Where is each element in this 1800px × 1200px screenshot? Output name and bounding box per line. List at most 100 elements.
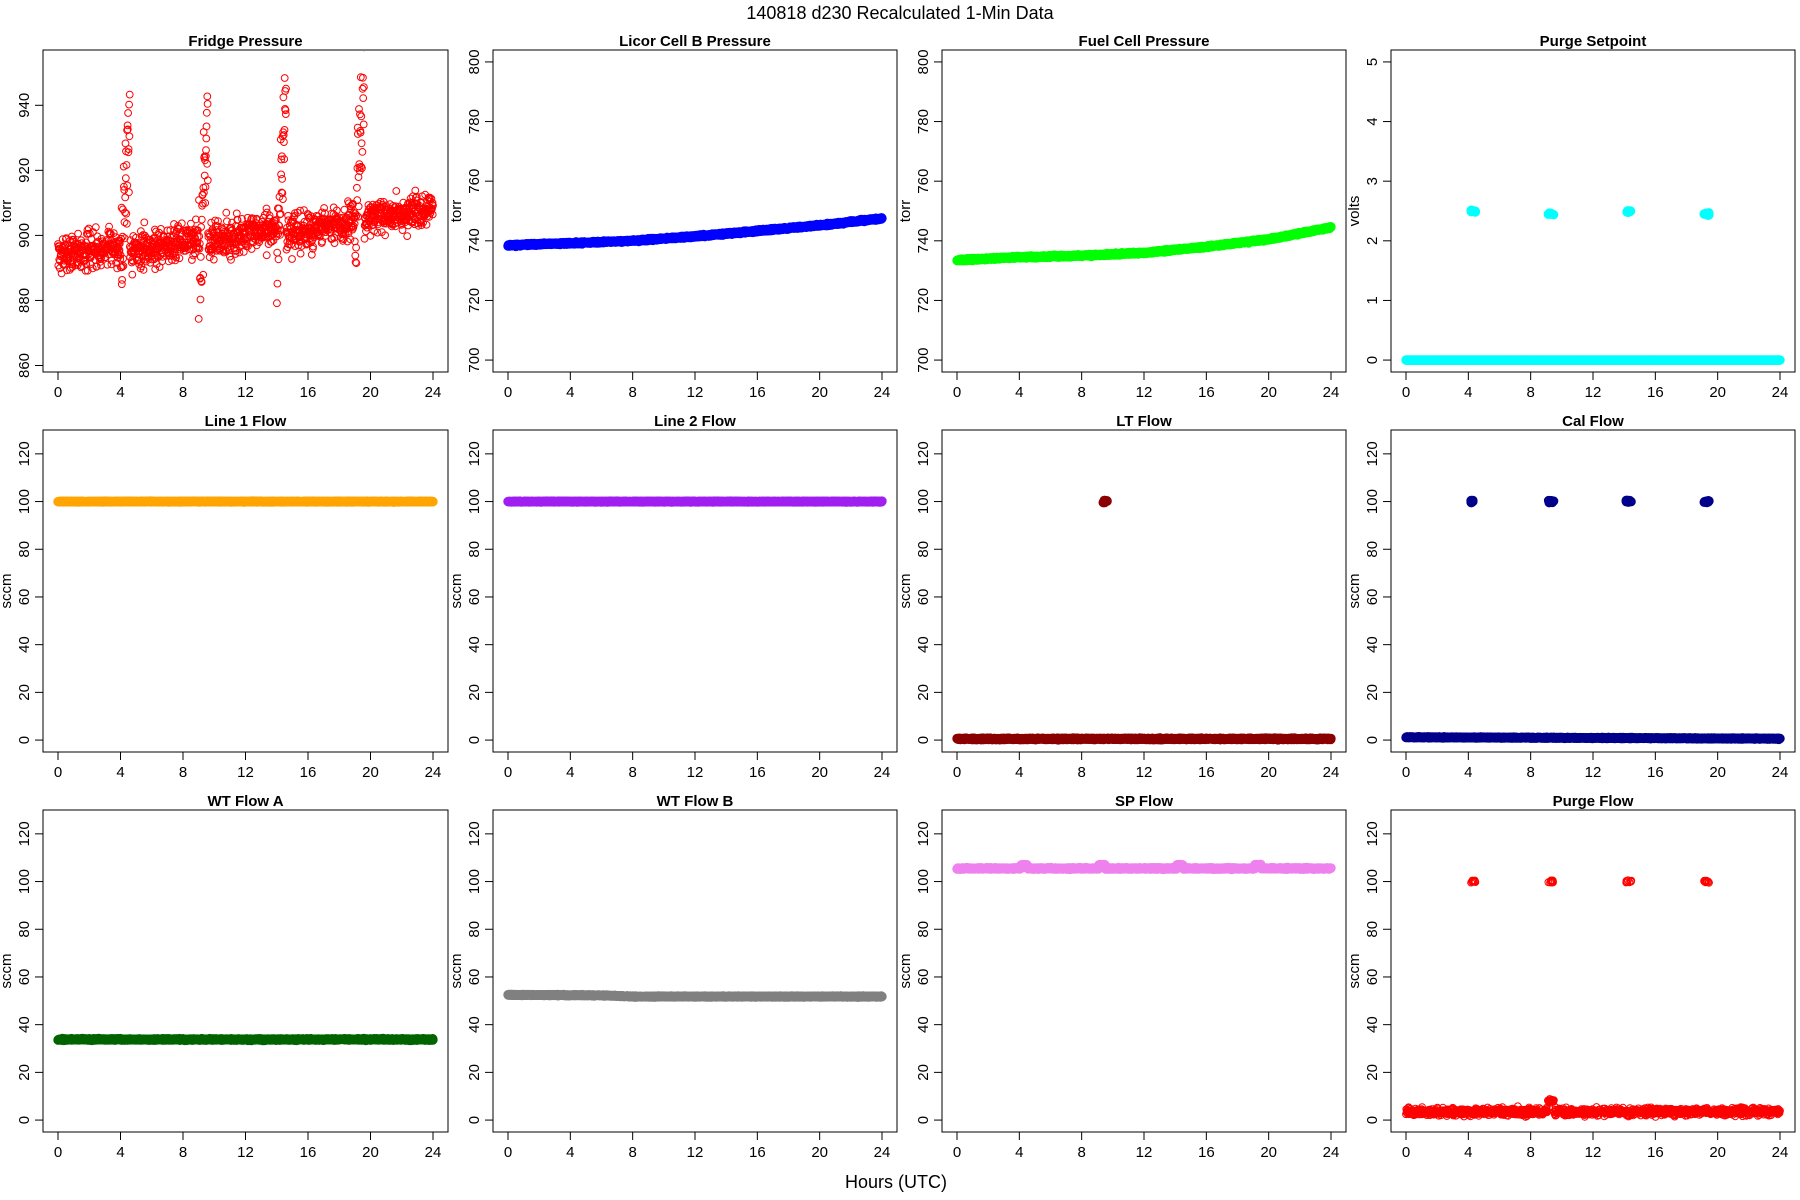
data-point: [83, 266, 92, 275]
data-point: [274, 255, 283, 264]
data-point: [276, 231, 284, 239]
data-point: [265, 211, 274, 220]
data-point: [358, 148, 367, 156]
data-point: [74, 229, 82, 238]
y-tick-label: 800: [915, 49, 932, 74]
data-point: [279, 93, 288, 102]
data-point: [359, 38, 366, 45]
data-point: [200, 188, 208, 197]
data-point: [196, 253, 205, 261]
x-tick-label: 24: [874, 384, 891, 401]
data-point: [120, 234, 129, 243]
y-tick-label: 720: [466, 288, 483, 313]
data-point: [222, 208, 231, 217]
data-point: [1326, 222, 1336, 232]
data-point: [276, 226, 285, 235]
data-point: [227, 223, 236, 232]
data-point: [276, 210, 285, 218]
data-point: [281, 110, 290, 118]
plot-frame: [492, 49, 898, 373]
y-tick-label: 700: [466, 348, 483, 373]
x-tick-label: 0: [1402, 384, 1410, 401]
data-point: [294, 241, 303, 250]
x-tick-label: 8: [1526, 384, 1534, 401]
data-point: [350, 237, 359, 246]
data-point: [202, 122, 211, 131]
figure-title: 140818 d230 Recalculated 1-Min Data: [746, 3, 1054, 23]
data-point: [120, 182, 128, 191]
x-tick-label: 4: [566, 384, 574, 401]
data-point: [188, 256, 196, 264]
x-tick-label: 24: [1323, 384, 1340, 401]
x-tick-label: 20: [811, 384, 828, 401]
y-tick-label: 720: [915, 288, 932, 313]
data-point: [262, 251, 271, 260]
data-point: [170, 220, 178, 228]
data-point: [227, 255, 235, 264]
plot-frame: [1390, 49, 1796, 373]
data-point: [355, 105, 363, 113]
y-axis-label: torr: [448, 200, 465, 223]
x-tick-label: 20: [1709, 384, 1726, 401]
data-point: [398, 226, 407, 235]
y-tick-label: 800: [466, 49, 483, 74]
data-point: [318, 237, 327, 246]
data-point: [422, 220, 431, 229]
data-point: [357, 162, 366, 171]
x-tick-label: 8: [1077, 384, 1085, 401]
y-axis-label: volts: [1346, 196, 1363, 227]
data-point: [185, 245, 194, 254]
data-point: [197, 215, 206, 224]
data-point: [428, 204, 436, 213]
data-point: [233, 216, 242, 225]
data-point: [351, 258, 360, 267]
x-tick-label: 4: [1015, 384, 1023, 401]
data-point: [200, 171, 209, 180]
data-point: [373, 228, 382, 237]
data-point: [267, 237, 276, 246]
y-tick-label: 880: [16, 288, 33, 313]
figure-xlabel: Hours (UTC): [845, 1172, 947, 1192]
data-point: [177, 219, 186, 228]
data-point: [280, 138, 288, 147]
data-point: [307, 250, 316, 259]
data-point: [192, 215, 200, 224]
data-point: [201, 199, 210, 207]
y-tick-label: 1: [1364, 296, 1381, 304]
panel-title: Purge Setpoint: [1540, 33, 1647, 50]
x-tick-label: 4: [116, 384, 124, 401]
data-point: [107, 260, 116, 269]
data-point: [107, 256, 116, 265]
data-point: [346, 235, 355, 244]
data-point: [116, 255, 125, 263]
data-point: [352, 259, 361, 268]
data-point: [332, 206, 341, 215]
data-point: [122, 161, 131, 169]
data-point: [187, 219, 195, 228]
x-tick-label: 8: [628, 384, 636, 401]
data-point: [275, 221, 284, 230]
data-point: [103, 260, 112, 269]
data-point: [320, 204, 329, 212]
data-point: [195, 239, 204, 248]
data-point: [346, 202, 355, 210]
data-point: [359, 120, 368, 129]
data-point: [330, 239, 339, 248]
data-point: [124, 148, 133, 157]
x-tick-label: 12: [1136, 384, 1153, 401]
data-point: [366, 231, 375, 240]
y-tick-label: 860: [16, 353, 33, 378]
y-tick-label: 740: [915, 228, 932, 253]
y-tick-label: 740: [466, 228, 483, 253]
data-point: [273, 279, 282, 288]
y-tick-label: 760: [915, 169, 932, 194]
data-point: [123, 121, 132, 130]
data-point: [197, 223, 206, 231]
data-point: [262, 204, 271, 213]
data-point: [296, 206, 305, 215]
data-point: [201, 152, 210, 161]
data-point: [231, 250, 240, 258]
